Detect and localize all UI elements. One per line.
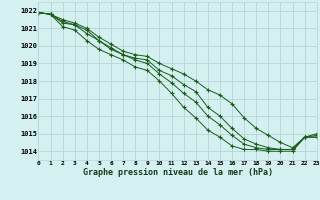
X-axis label: Graphe pression niveau de la mer (hPa): Graphe pression niveau de la mer (hPa) [83,168,273,177]
